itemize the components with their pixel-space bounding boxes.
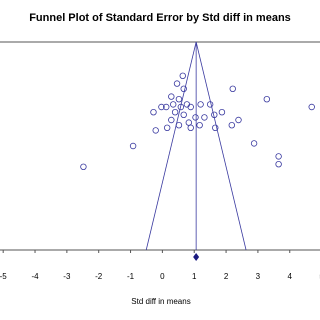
x-tick-label: -2: [95, 272, 103, 281]
data-point: [168, 116, 175, 124]
data-point: [275, 153, 282, 160]
data-point: [179, 72, 186, 79]
x-tick-label: -1: [127, 272, 135, 281]
data-point: [175, 95, 183, 103]
data-point: [206, 101, 214, 108]
data-point: [163, 103, 170, 111]
data-point: [212, 124, 219, 131]
data-point: [150, 108, 157, 116]
data-point: [129, 142, 137, 150]
data-point: [228, 121, 236, 129]
funnel-right: [195, 41, 247, 251]
data-point: [229, 85, 236, 92]
data-point: [175, 121, 183, 129]
data-point: [250, 140, 258, 147]
data-point: [197, 101, 204, 108]
x-axis-label: Std diff in means: [131, 297, 190, 306]
x-tick-label: -5: [0, 272, 7, 281]
x-tick-label: 1: [192, 272, 197, 281]
x-tick-label: 0: [160, 272, 165, 281]
data-point: [170, 101, 177, 108]
data-point: [171, 108, 179, 116]
data-point: [211, 111, 218, 118]
x-tick-label: -3: [63, 272, 71, 281]
data-point: [173, 80, 181, 87]
data-point: [187, 103, 194, 111]
data-point: [180, 111, 187, 118]
x-tick-label: 2: [224, 272, 229, 281]
data-point: [201, 114, 208, 121]
data-point: [263, 95, 271, 103]
data-point: [152, 127, 159, 134]
data-point: [177, 103, 185, 111]
x-tick-label: 4: [288, 272, 293, 281]
data-point: [180, 85, 187, 92]
x-tick-label: 3: [256, 272, 261, 281]
funnel-left: [145, 41, 197, 251]
chart-title: Funnel Plot of Standard Error by Std dif…: [29, 12, 291, 24]
data-point: [158, 103, 165, 111]
data-point: [163, 124, 171, 131]
data-point: [192, 114, 199, 121]
data-point: [308, 103, 315, 111]
summary-diamond: [193, 253, 200, 261]
data-point: [218, 108, 226, 116]
data-point: [187, 124, 194, 131]
data-point: [235, 116, 242, 124]
data-point: [80, 163, 87, 170]
data-point: [185, 119, 193, 126]
data-point: [168, 93, 175, 100]
data-point: [275, 160, 282, 168]
data-point: [196, 121, 203, 129]
x-tick-label: -4: [31, 272, 39, 281]
